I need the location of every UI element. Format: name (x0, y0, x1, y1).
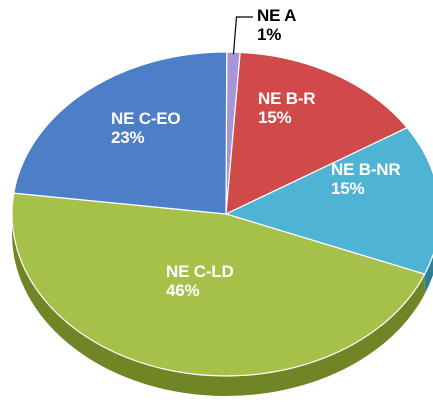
pie-top-layer (11, 51, 433, 377)
slice-label-ne-a: NE A (257, 6, 296, 25)
pie-side-ne-b-nr (424, 254, 433, 295)
slice-value-ne-b-r: 15% (258, 108, 292, 127)
pie-slice-ne-b-r (225, 51, 408, 215)
slice-value-ne-c-ld: 46% (166, 281, 200, 300)
pie-slice-ne-c-eo (13, 51, 228, 215)
pie-slice-ne-b-nr (225, 127, 433, 275)
pie-side-layer (12, 214, 433, 396)
slice-label-ne-b-nr: NE B-NR (331, 160, 400, 179)
leader-line-layer (232, 16, 253, 55)
slice-value-ne-b-nr: 15% (331, 179, 365, 198)
slice-value-ne-c-eo: 23% (111, 128, 145, 147)
slice-value-ne-a: 1% (257, 25, 281, 44)
slice-label-ne-c-eo: NE C-EO (111, 109, 180, 128)
slice-label-ne-c-ld: NE C-LD (166, 262, 234, 281)
pie-slice-ne-c-ld (11, 192, 426, 377)
leader-line-ne-a (232, 16, 253, 55)
slice-label-ne-b-r: NE B-R (258, 89, 315, 108)
